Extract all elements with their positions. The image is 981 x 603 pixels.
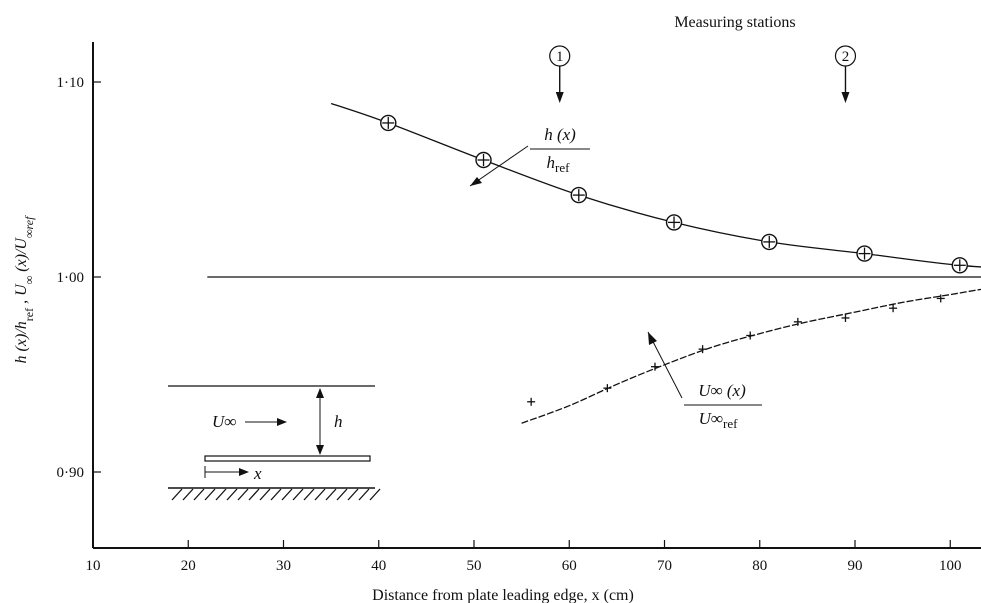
h-label-leader	[469, 145, 529, 187]
inset-flow-arrowhead	[277, 418, 287, 426]
h-data-point	[380, 114, 397, 132]
velocity-data-point	[603, 384, 612, 393]
u-label-leader	[647, 331, 683, 399]
h-ratio-curve	[330, 102, 981, 268]
station-number: 1	[556, 49, 564, 65]
velocity-data-point	[793, 317, 802, 326]
x-tick-label: 20	[181, 558, 196, 574]
u-label-arrowhead	[648, 332, 657, 345]
station-number: 2	[842, 49, 850, 65]
chart-title: Measuring stations	[674, 14, 795, 31]
h-label-arrowhead	[470, 177, 482, 186]
velocity-data-point	[841, 313, 850, 322]
x-tick-label: 100	[939, 558, 962, 574]
h-data-point	[570, 186, 587, 204]
y-tick-label: 0·90	[57, 465, 85, 481]
u-label-denominator: U∞ref	[699, 409, 739, 431]
velocity-data-point	[698, 345, 707, 354]
station-arrowhead	[555, 92, 564, 103]
inset-x-label: x	[253, 464, 262, 483]
inset-x-arrowhead	[239, 468, 249, 476]
inset-flow-label: U∞	[212, 412, 236, 431]
x-tick-label: 80	[752, 558, 767, 574]
velocity-data-point	[527, 397, 536, 406]
h-data-point	[665, 214, 683, 231]
velocity-data-point	[889, 304, 898, 313]
h-data-point	[856, 245, 873, 262]
x-tick-label: 70	[657, 558, 672, 574]
h-ratio-markers	[380, 114, 968, 274]
h-data-point	[475, 151, 492, 169]
inset-ground-hatching	[171, 488, 381, 501]
x-axis-title: Distance from plate leading edge, x (cm)	[372, 587, 634, 603]
u-label-numerator: U∞ (x)	[698, 381, 746, 400]
inset-sketch: h U∞ x	[168, 385, 381, 501]
y-tick-label: 1·10	[57, 75, 85, 91]
measuring-stations: 123	[549, 45, 857, 103]
x-axis-ticks: 102030405060708090100110120	[86, 540, 962, 574]
y-tick-label: 1·00	[57, 270, 85, 286]
inset-h-label: h	[334, 412, 343, 431]
x-tick-label: 40	[371, 558, 386, 574]
inset-h-arrow-top	[316, 388, 324, 398]
velocity-ratio-label: U∞ (x) U∞ref	[647, 331, 762, 431]
velocity-data-point	[650, 362, 659, 371]
velocity-ratio-curve	[521, 288, 981, 424]
x-tick-label: 90	[848, 558, 863, 574]
h-data-point	[951, 257, 968, 274]
y-axis-ticks: 0·90 1·00 1·10	[57, 75, 101, 481]
h-label-denominator: href	[547, 153, 571, 175]
station-arrowhead	[841, 92, 850, 103]
h-ratio-label: h (x) href	[469, 125, 590, 187]
y-axis-title: h (x)/href , U∞ (x)/U∞ref	[13, 215, 36, 364]
x-tick-label: 50	[467, 558, 482, 574]
velocity-data-point	[936, 294, 945, 303]
h-label-numerator: h (x)	[544, 125, 576, 144]
x-tick-label: 30	[276, 558, 291, 574]
inset-flat-plate	[204, 455, 371, 462]
x-tick-label: 10	[86, 558, 101, 574]
velocity-data-point	[746, 331, 755, 340]
inset-h-arrow-bottom	[316, 445, 324, 455]
velocity-ratio-markers	[527, 294, 945, 406]
h-data-point	[761, 233, 778, 251]
x-tick-label: 60	[562, 558, 577, 574]
axes	[92, 42, 981, 549]
